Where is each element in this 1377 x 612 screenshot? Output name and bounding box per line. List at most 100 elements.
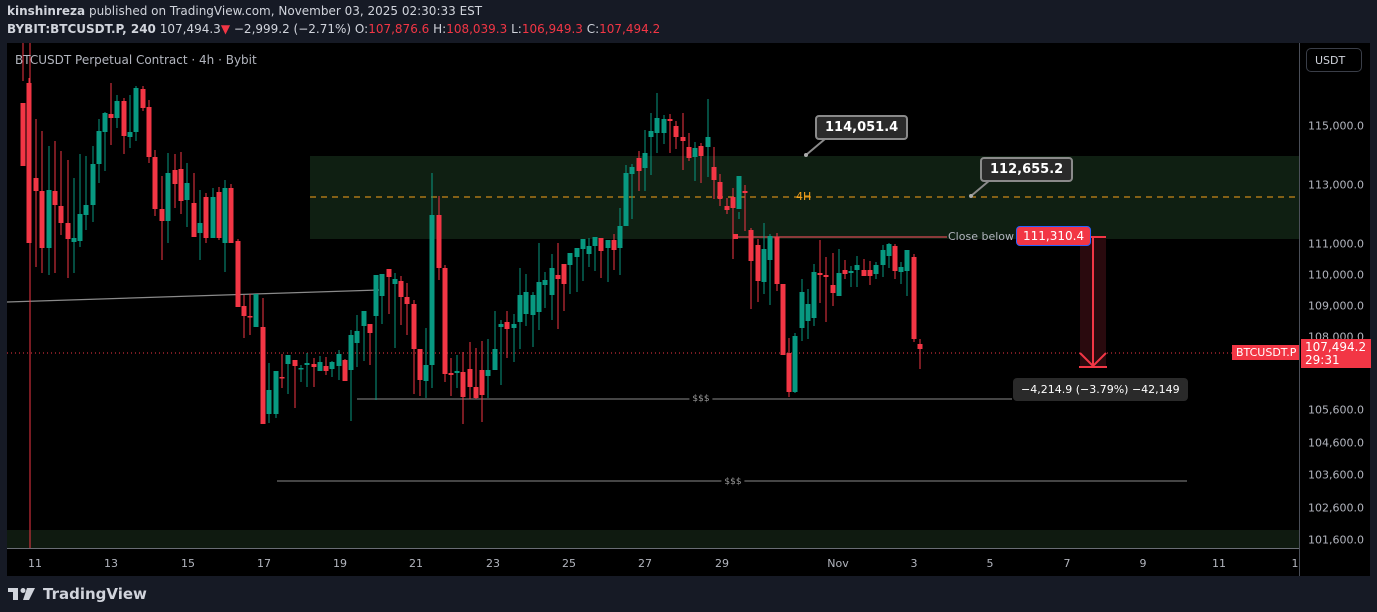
candle-body[interactable] [629, 167, 635, 174]
candle-body[interactable] [33, 178, 39, 191]
candle-body[interactable] [247, 316, 253, 318]
candle-body[interactable] [755, 245, 761, 281]
candle-body[interactable] [436, 215, 442, 268]
candle-body[interactable] [549, 268, 555, 295]
candle-body[interactable] [354, 331, 360, 343]
candle-body[interactable] [46, 190, 52, 248]
candle-body[interactable] [379, 274, 385, 296]
candle-body[interactable] [216, 192, 222, 238]
candle-body[interactable] [102, 113, 108, 132]
candle-body[interactable] [285, 355, 291, 364]
candle-body[interactable] [511, 324, 517, 328]
candle-body[interactable] [698, 146, 704, 156]
candle-body[interactable] [617, 226, 623, 248]
candle-body[interactable] [498, 324, 504, 327]
candle-body[interactable] [429, 215, 435, 365]
candle-body[interactable] [448, 373, 454, 375]
candle-body[interactable] [592, 237, 598, 246]
candle-body[interactable] [386, 269, 392, 277]
candle-body[interactable] [748, 230, 754, 261]
close-below-price-badge[interactable]: 111,310.4 [1016, 226, 1092, 246]
candle-body[interactable] [561, 264, 567, 284]
candle-body[interactable] [65, 223, 71, 239]
candle-body[interactable] [298, 368, 304, 370]
candle-body[interactable] [880, 250, 886, 265]
candle-body[interactable] [222, 188, 228, 243]
candle-body[interactable] [52, 191, 58, 205]
candle-body[interactable] [178, 169, 184, 201]
candle-body[interactable] [323, 366, 329, 371]
candle-body[interactable] [279, 377, 285, 379]
candles-group[interactable] [20, 43, 923, 424]
candle-body[interactable] [39, 191, 45, 248]
candle-body[interactable] [411, 304, 417, 349]
candle-body[interactable] [686, 147, 692, 158]
candle-body[interactable] [83, 205, 89, 215]
callout-114051[interactable]: 114,051.4 [815, 115, 909, 140]
candle-body[interactable] [799, 292, 805, 328]
candle-body[interactable] [873, 265, 879, 274]
candle-body[interactable] [77, 214, 83, 241]
callout-anchor-mid[interactable] [969, 194, 973, 198]
candle-body[interactable] [336, 354, 342, 366]
candle-body[interactable] [786, 353, 792, 392]
time-axis[interactable]: 11 13 15 17 19 21 23 25 27 29 Nov 3 5 7 9 11 1 [7, 548, 1299, 577]
trend-line[interactable] [7, 289, 380, 303]
candle-body[interactable] [724, 206, 730, 210]
candle-body[interactable] [555, 275, 561, 279]
candle-body[interactable] [717, 182, 723, 199]
candle-body[interactable] [191, 203, 197, 237]
candle-body[interactable] [598, 238, 604, 251]
candle-body[interactable] [26, 83, 32, 243]
tradingview-logo[interactable]: TradingView [8, 585, 147, 603]
candle-body[interactable] [780, 284, 786, 355]
candle-body[interactable] [90, 164, 96, 205]
publisher-name[interactable]: kinshinreza [7, 4, 86, 18]
candle-body[interactable] [692, 148, 698, 157]
candle-body[interactable] [817, 273, 823, 275]
candle-body[interactable] [203, 197, 209, 238]
candle-body[interactable] [152, 157, 158, 209]
candle-body[interactable] [58, 206, 64, 223]
candle-body[interactable] [648, 131, 654, 137]
candle-body[interactable] [253, 294, 259, 327]
candle-body[interactable] [898, 267, 904, 272]
candle-body[interactable] [492, 349, 498, 370]
chart-container[interactable]: BTCUSDT Perpetual Contract · 4h · Bybit … [7, 43, 1371, 577]
candle-body[interactable] [485, 370, 491, 376]
candle-body[interactable] [623, 173, 629, 226]
chart-plot-area[interactable]: BTCUSDT Perpetual Contract · 4h · Bybit … [7, 43, 1299, 548]
candle-body[interactable] [542, 280, 548, 285]
candle-body[interactable] [442, 268, 448, 374]
candle-body[interactable] [317, 362, 323, 371]
candle-body[interactable] [767, 236, 773, 260]
candle-body[interactable] [761, 249, 767, 282]
candle-body[interactable] [654, 118, 660, 133]
candle-body[interactable] [473, 387, 479, 398]
candle-body[interactable] [574, 248, 580, 257]
candle-body[interactable] [504, 322, 510, 329]
candle-body[interactable] [210, 197, 216, 238]
candle-body[interactable] [567, 253, 573, 265]
candle-body[interactable] [530, 295, 536, 315]
candle-body[interactable] [133, 88, 139, 132]
currency-button[interactable]: USDT [1306, 48, 1362, 72]
candle-body[interactable] [479, 370, 485, 395]
candle-body[interactable] [805, 304, 811, 321]
candle-body[interactable] [361, 311, 367, 326]
candle-body[interactable] [127, 132, 133, 137]
candle-body[interactable] [605, 240, 611, 248]
candle-body[interactable] [165, 173, 171, 221]
candle-body[interactable] [373, 275, 379, 316]
candle-body[interactable] [854, 265, 860, 270]
candle-body[interactable] [260, 327, 266, 424]
candle-body[interactable] [184, 183, 190, 200]
candle-body[interactable] [523, 292, 529, 314]
candle-body[interactable] [467, 369, 473, 387]
candle-body[interactable] [329, 362, 335, 369]
candle-body[interactable] [454, 371, 460, 373]
candle-body[interactable] [917, 344, 923, 349]
candle-body[interactable] [830, 285, 836, 293]
candle-body[interactable] [848, 271, 854, 273]
candle-body[interactable] [273, 371, 279, 414]
